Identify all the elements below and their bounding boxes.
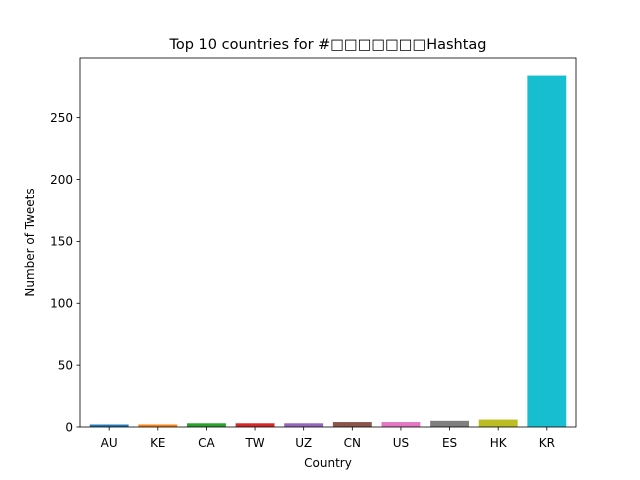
y-axis-label: Number of Tweets [23, 188, 37, 296]
x-tick-label: CA [198, 436, 215, 450]
x-axis: AU KE CA TW UZ CN US ES HK KR [101, 427, 555, 450]
x-tick-label: AU [101, 436, 118, 450]
x-tick-label: UZ [295, 436, 312, 450]
y-axis: 0 50 100 150 200 250 [50, 111, 80, 434]
bar-cn [332, 422, 372, 427]
y-tick-label: 100 [50, 297, 73, 311]
x-tick-label: HK [490, 436, 508, 450]
x-tick-label: US [393, 436, 409, 450]
x-tick-label: CN [344, 436, 361, 450]
y-tick-label: 50 [58, 358, 73, 372]
y-tick-label: 150 [50, 235, 73, 249]
x-axis-label: Country [304, 456, 352, 470]
bar-kr [527, 75, 567, 428]
y-tick-label: 250 [50, 111, 73, 125]
bar-hk [478, 419, 518, 427]
y-tick-label: 0 [65, 420, 73, 434]
bar-uz [284, 423, 324, 427]
x-tick-label: ES [442, 436, 457, 450]
bar-ke [138, 424, 178, 427]
chart-title: Top 10 countries for #□□□□□□□Hashtag [168, 37, 486, 53]
bars-group [89, 75, 567, 428]
bar-tw [235, 423, 275, 427]
bar-au [89, 424, 129, 427]
plot-frame [79, 57, 577, 428]
x-tick-label: KR [539, 436, 555, 450]
x-tick-label: TW [244, 436, 264, 450]
bar-es [430, 420, 470, 427]
bar-us [381, 422, 421, 427]
y-tick-label: 200 [50, 173, 73, 187]
bar-ca [186, 423, 226, 427]
x-tick-label: KE [150, 436, 165, 450]
